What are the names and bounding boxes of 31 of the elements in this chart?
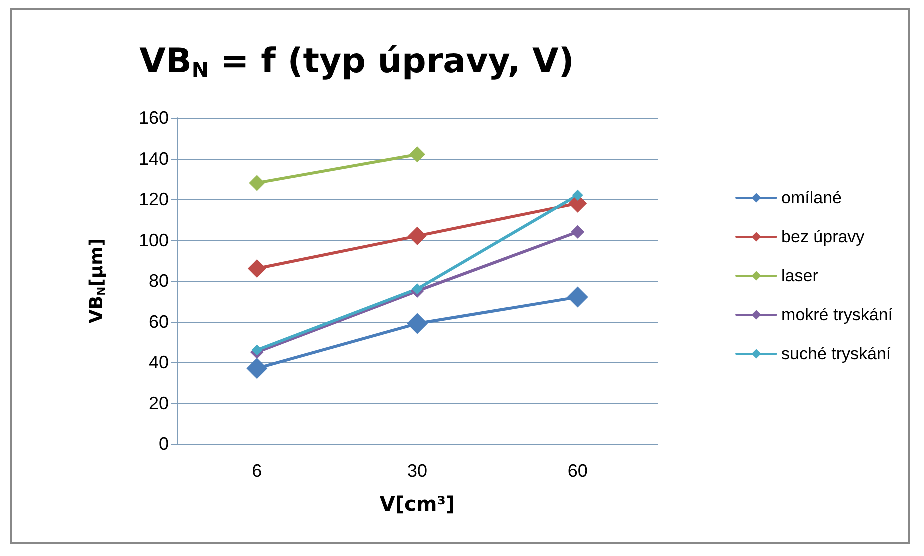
point bbox=[567, 286, 588, 308]
x-tick-label: 6 bbox=[252, 461, 262, 481]
y-tick-label: 80 bbox=[148, 271, 169, 291]
y-axis-title: VBN[µm] bbox=[86, 238, 108, 324]
point bbox=[572, 190, 584, 201]
legend-label: suché tryskání bbox=[782, 344, 892, 364]
point bbox=[412, 284, 423, 295]
x-tick-label: 30 bbox=[407, 461, 428, 481]
legend-label: bez úpravy bbox=[782, 228, 866, 246]
y-tick-label: 20 bbox=[148, 393, 169, 414]
legend-label: omílané bbox=[782, 188, 842, 208]
point bbox=[252, 344, 263, 356]
chart-title: VBN = f (typ úpravy, V) bbox=[140, 42, 574, 82]
point bbox=[248, 260, 266, 278]
x-axis-title: V[cm³] bbox=[380, 492, 456, 516]
point bbox=[410, 146, 426, 163]
y-tick-label: 160 bbox=[138, 108, 169, 128]
point bbox=[246, 358, 268, 380]
point bbox=[571, 225, 585, 239]
legend-label: mokré tryskání bbox=[782, 306, 894, 324]
y-tick-label: 100 bbox=[138, 230, 169, 250]
point bbox=[408, 226, 427, 246]
point bbox=[407, 313, 428, 334]
legend-label: laser bbox=[782, 266, 819, 286]
point bbox=[249, 175, 266, 192]
y-tick-label: 140 bbox=[138, 148, 169, 169]
y-tick-label: 120 bbox=[138, 190, 169, 210]
y-tick-label: 60 bbox=[148, 312, 169, 332]
y-tick-label: 0 bbox=[158, 434, 169, 454]
y-tick-label: 40 bbox=[148, 352, 169, 372]
x-tick-label: 60 bbox=[568, 461, 588, 481]
